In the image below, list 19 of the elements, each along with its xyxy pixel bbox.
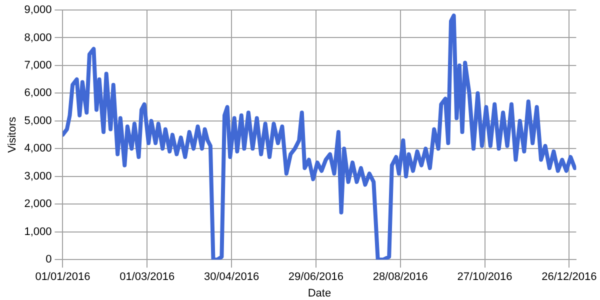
x-axis-title: Date	[308, 287, 332, 300]
y-tick-label: 0	[46, 254, 52, 266]
y-tick-label: 1,000	[24, 226, 52, 238]
x-tick-label: 26/12/2016	[542, 271, 597, 284]
x-tick-label: 01/03/2016	[120, 271, 175, 284]
x-tick-label: 27/10/2016	[457, 271, 512, 284]
y-tick-label: 2,000	[24, 198, 52, 210]
y-tick-label: 8,000	[24, 32, 52, 44]
y-tick-label: 7,000	[24, 60, 52, 72]
y-tick-label: 6,000	[24, 87, 52, 100]
x-tick-label: 30/04/2016	[204, 271, 260, 284]
x-tick-label: 29/06/2016	[288, 271, 344, 284]
y-tick-label: 5,000	[24, 114, 52, 127]
y-axis-title: Visitors	[6, 116, 19, 153]
y-tick-label: 9,000	[24, 4, 52, 16]
y-tick-label: 3,000	[24, 170, 52, 182]
y-tick-label: 4,000	[24, 142, 52, 155]
x-tick-label: 01/01/2016	[35, 271, 90, 284]
x-tick-label: 28/08/2016	[372, 271, 428, 284]
